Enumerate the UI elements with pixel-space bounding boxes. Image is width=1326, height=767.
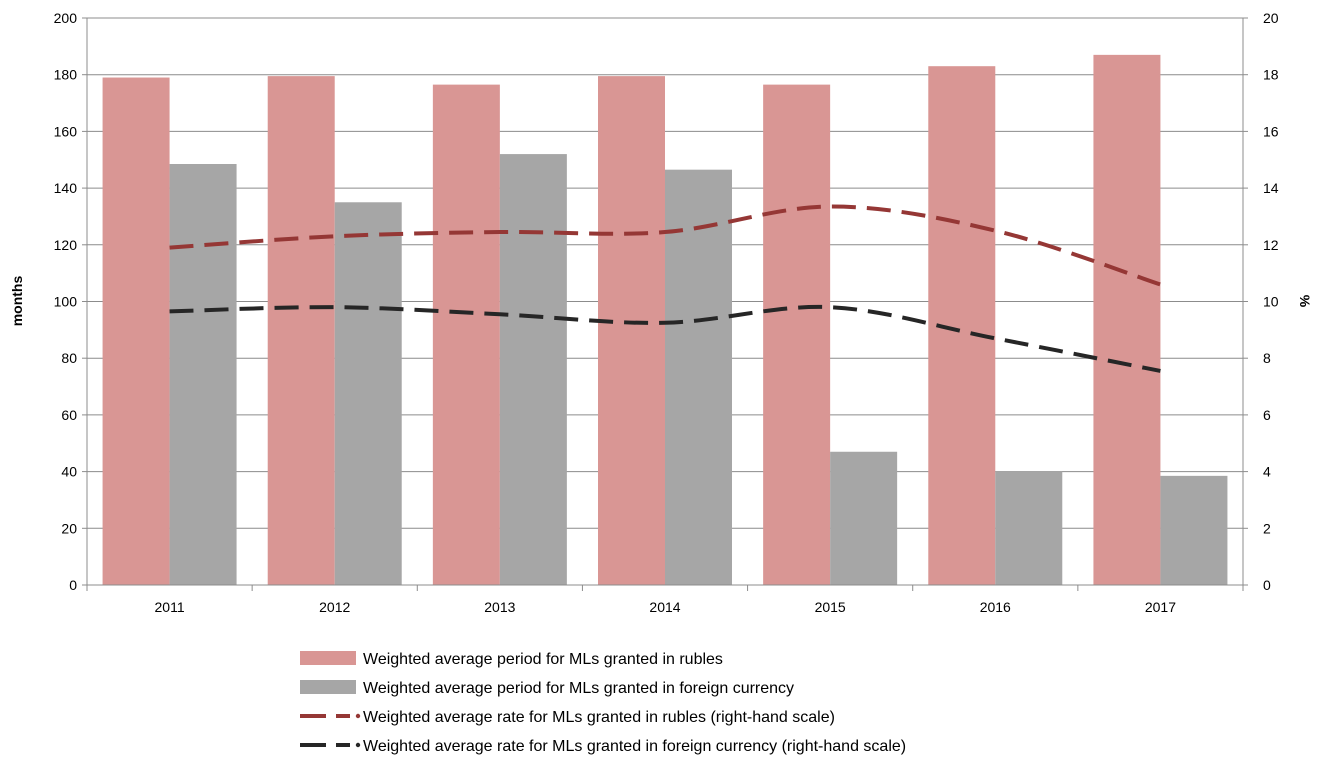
y2-tick-label: 12 (1263, 237, 1279, 253)
legend-label: Weighted average rate for MLs granted in… (363, 709, 835, 726)
legend-swatch (300, 680, 356, 694)
x-tick-label: 2012 (319, 599, 350, 615)
bar (102, 77, 170, 585)
y-tick-label: 60 (61, 407, 77, 423)
legend: Weighted average period for MLs granted … (300, 651, 906, 755)
y2-tick-label: 14 (1263, 180, 1279, 196)
x-tick-label: 2015 (815, 599, 846, 615)
bar (665, 169, 732, 586)
bar (267, 76, 335, 586)
y2-tick-label: 0 (1263, 577, 1271, 593)
y-tick-label: 0 (69, 577, 77, 593)
y-tick-label: 180 (54, 67, 78, 83)
legend-label: Weighted average period for MLs granted … (363, 680, 794, 697)
x-tick-label: 2017 (1145, 599, 1176, 615)
y2-tick-label: 20 (1263, 10, 1279, 26)
y-tick-label: 140 (54, 180, 78, 196)
line-series (169, 204, 1162, 373)
bar (1160, 475, 1228, 585)
legend-swatch (300, 651, 356, 665)
y-tick-label: 100 (54, 294, 78, 310)
series-line (169, 304, 1161, 373)
bars (102, 54, 1228, 586)
bar (499, 154, 567, 585)
y-tick-label: 40 (61, 464, 77, 480)
x-tick-label: 2013 (484, 599, 515, 615)
bar (763, 84, 831, 585)
legend-label: Weighted average rate for MLs granted in… (363, 738, 906, 755)
legend-marker (355, 713, 361, 719)
legend-label: Weighted average period for MLs granted … (363, 651, 723, 668)
bar (432, 84, 500, 585)
y2-tick-label: 4 (1263, 464, 1271, 480)
bar (169, 164, 237, 585)
y-tick-label: 20 (61, 520, 77, 536)
y2-tick-label: 2 (1263, 520, 1271, 536)
y-tick-label: 80 (61, 350, 77, 366)
y-tick-label: 200 (54, 10, 78, 26)
y-tick-label: 160 (54, 123, 78, 139)
x-tick-label: 2011 (155, 599, 185, 615)
x-tick-label: 2014 (649, 599, 680, 615)
y2-tick-label: 6 (1263, 407, 1271, 423)
y2-tick-label: 10 (1263, 294, 1279, 310)
bar (598, 76, 665, 586)
y2-tick-label: 18 (1263, 67, 1279, 83)
y2-axis-title: % (1297, 295, 1313, 308)
y2-tick-label: 16 (1263, 123, 1279, 139)
series-line (169, 204, 1162, 287)
y2-tick-label: 8 (1263, 350, 1271, 366)
axes (82, 17, 1248, 591)
bar (830, 451, 898, 585)
bar (995, 471, 1063, 585)
bar (334, 202, 402, 585)
legend-marker (355, 742, 361, 748)
bar (1093, 54, 1161, 586)
tick-labels: 0 20 40 60 80 100 120 140 160 180 200 0 2 4 6 8 10 12 14 16… (54, 10, 1279, 615)
x-tick-label: 2016 (980, 599, 1011, 615)
y-axis-title: months (9, 276, 25, 327)
y-tick-label: 120 (54, 237, 78, 253)
